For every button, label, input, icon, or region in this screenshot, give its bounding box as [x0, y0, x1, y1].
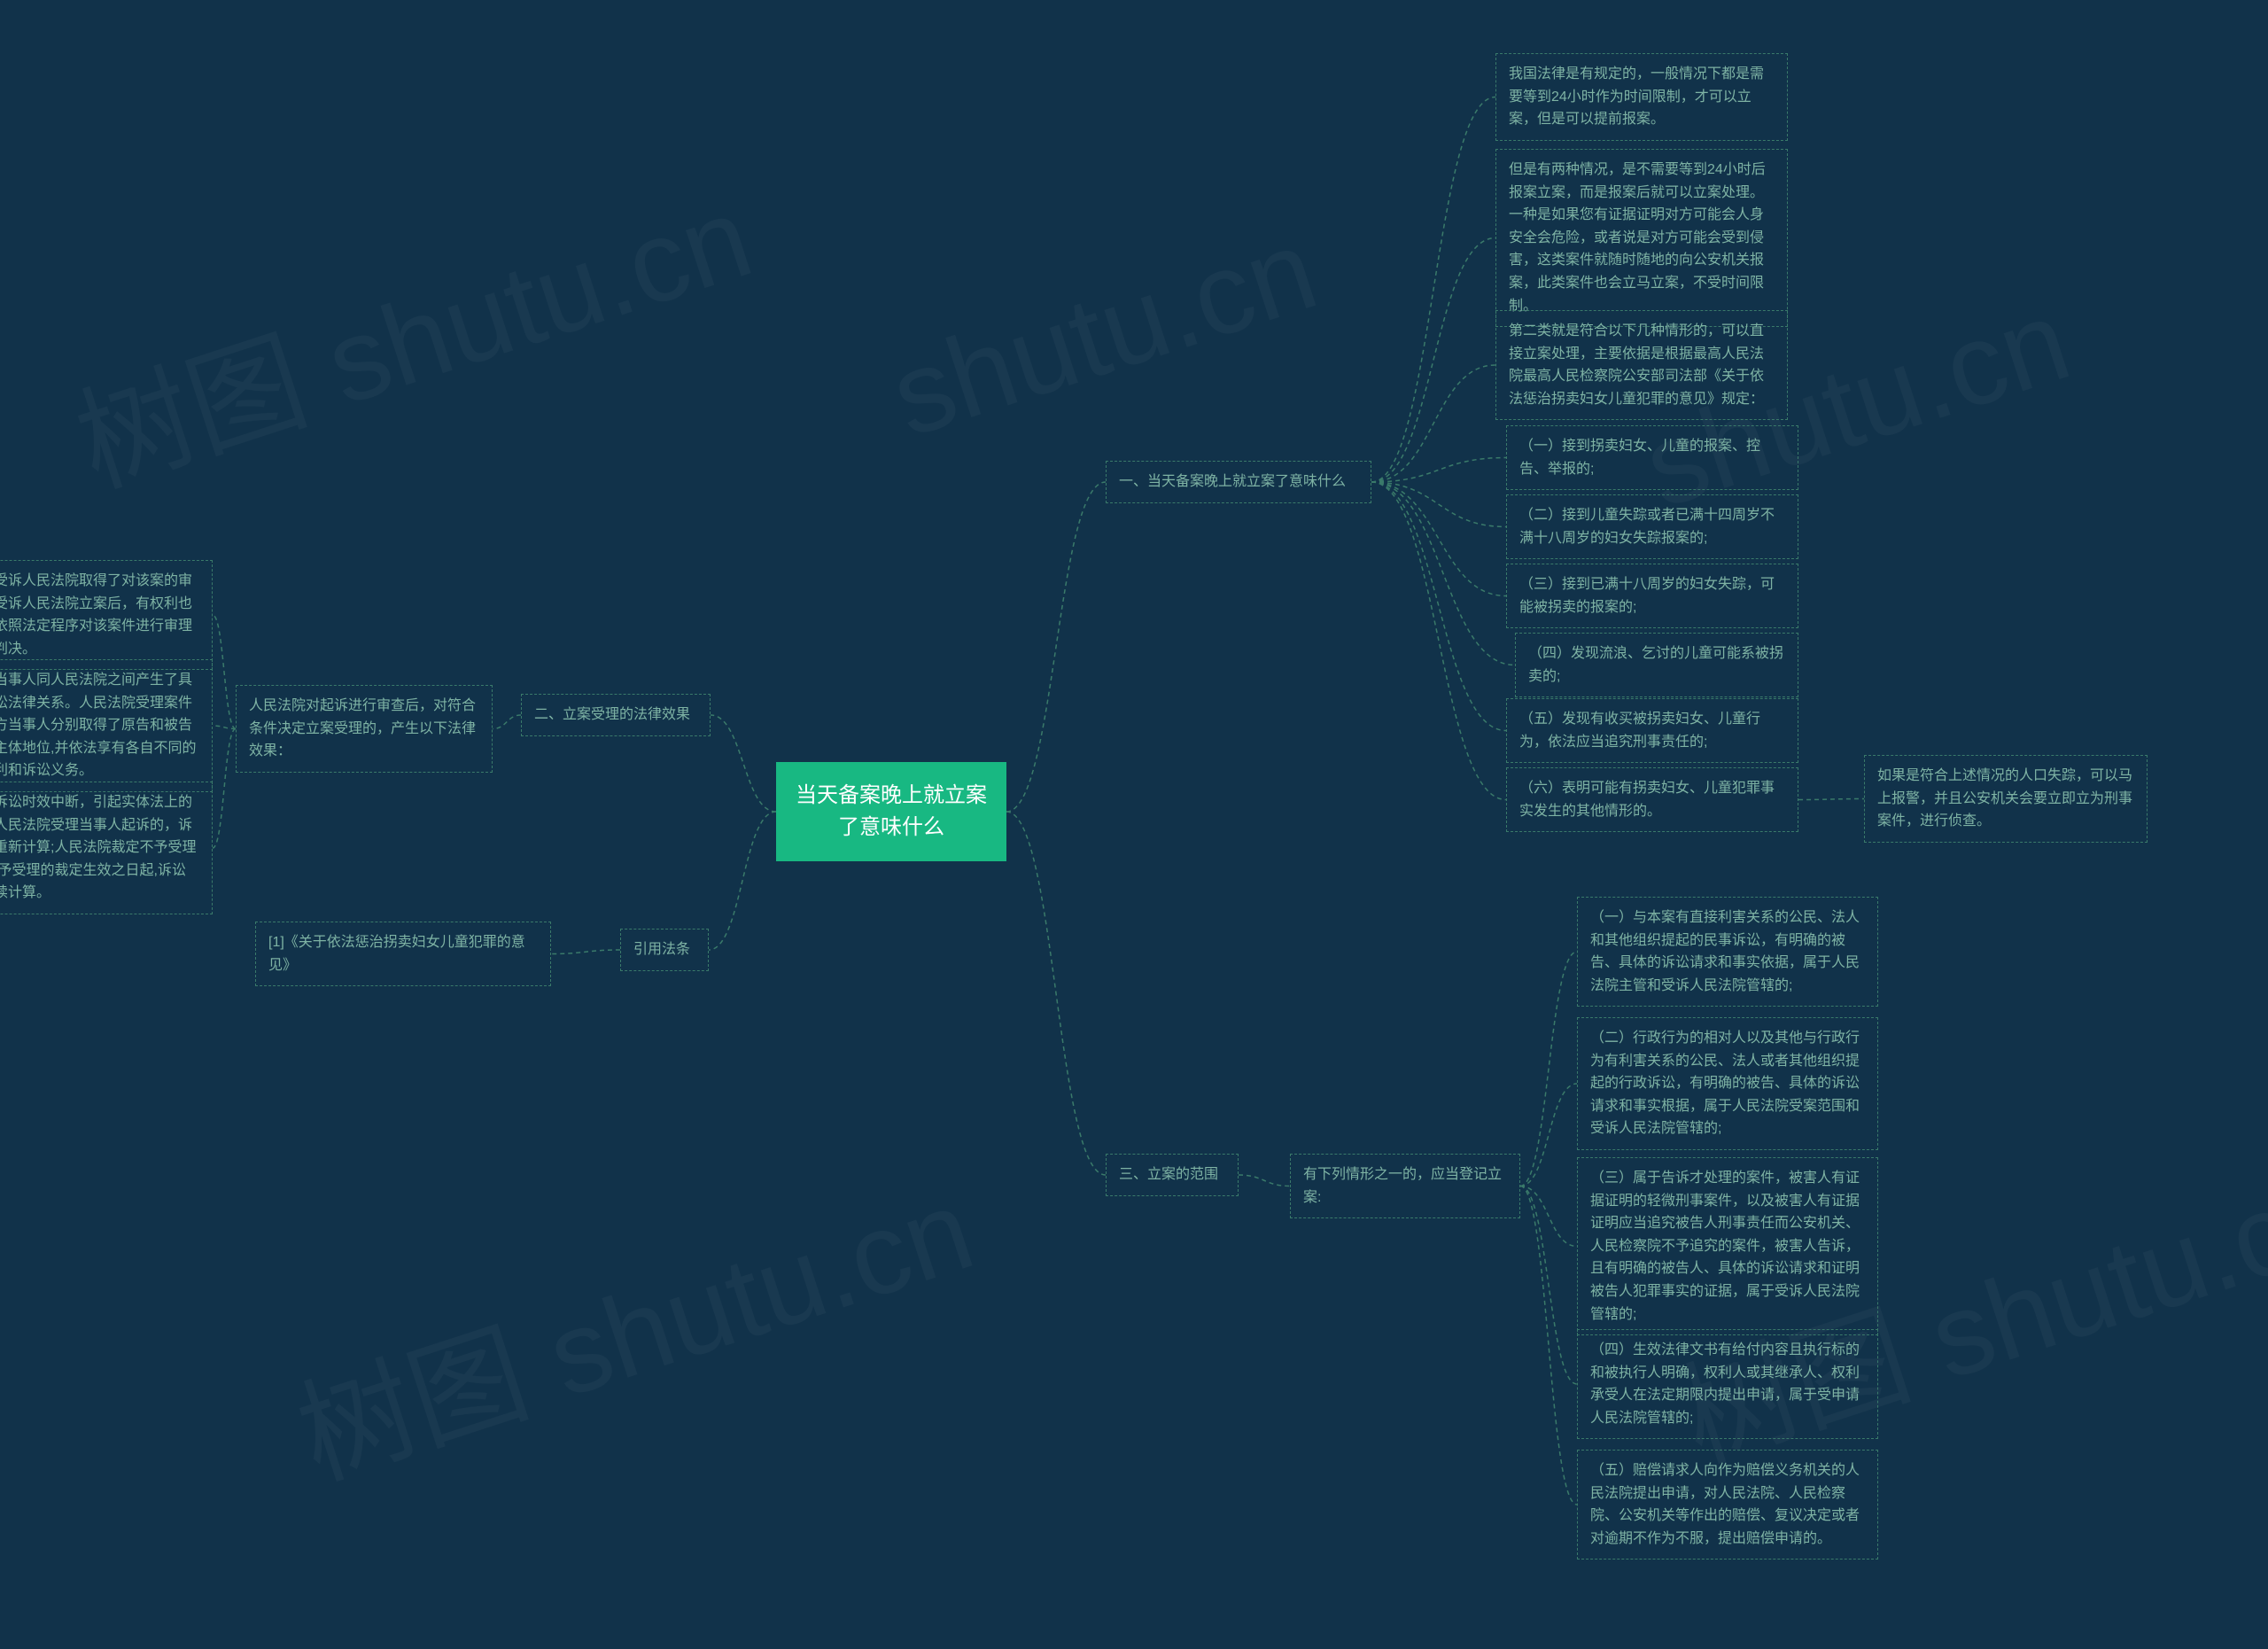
mindmap-node[interactable]: 人民法院对起诉进行审查后，对符合条件决定立案受理的，产生以下法律效果：	[236, 685, 493, 773]
connector	[711, 715, 776, 812]
connector	[1239, 1175, 1290, 1186]
connector	[1520, 1186, 1577, 1505]
mindmap-node[interactable]: （一）受诉人民法院取得了对该案的审判权。受诉人民法院立案后，有权利也有义务依照法…	[0, 560, 213, 670]
mindmap-node[interactable]: （五）赔偿请求人向作为赔偿义务机关的人民法院提出申请，对人民法院、人民检察院、公…	[1577, 1450, 1878, 1560]
connector	[1371, 458, 1506, 483]
mindmap-node[interactable]: （三）属于告诉才处理的案件，被害人有证据证明的轻微刑事案件，以及被害人有证据证明…	[1577, 1157, 1878, 1335]
watermark: 树图 shutu.cn	[275, 1137, 990, 1511]
connector	[1798, 799, 1864, 800]
connector	[1006, 482, 1106, 812]
connector	[1371, 97, 1495, 483]
connector	[1520, 952, 1577, 1186]
mindmap-node[interactable]: （五）发现有收买被拐卖妇女、儿童行为，依法应当追究刑事责任的;	[1506, 698, 1798, 763]
mindmap-node[interactable]: （一）与本案有直接利害关系的公民、法人和其他组织提起的民事诉讼，有明确的被告、具…	[1577, 897, 1878, 1007]
mindmap-node[interactable]: [1]《关于依法惩治拐卖妇女儿童犯罪的意见》	[255, 922, 551, 986]
mindmap-node[interactable]: （一）接到拐卖妇女、儿童的报案、控告、举报的;	[1506, 425, 1798, 490]
mindmap-node[interactable]: 一、当天备案晚上就立案了意味什么	[1106, 461, 1371, 503]
connector	[1520, 1186, 1577, 1385]
connector	[1006, 812, 1106, 1175]
mindmap-node[interactable]: （二）行政行为的相对人以及其他与行政行为有利害关系的公民、法人或者其他组织提起的…	[1577, 1017, 1878, 1150]
mindmap-node[interactable]: （二）接到儿童失踪或者已满十四周岁不满十八周岁的妇女失踪报案的;	[1506, 494, 1798, 559]
mindmap-node[interactable]: （四）发现流浪、乞讨的儿童可能系被拐卖的;	[1515, 633, 1798, 697]
mindmap-node[interactable]: 如果是符合上述情况的人口失踪，可以马上报警，并且公安机关会要立即立为刑事案件，进…	[1864, 755, 2148, 843]
mindmap-node[interactable]: （三）接到已满十八周岁的妇女失踪，可能被拐卖的报案的;	[1506, 564, 1798, 628]
mindmap-node[interactable]: （二）当事人同人民法院之间产生了具体的诉讼法律关系。人民法院受理案件后，双方当事…	[0, 659, 213, 792]
connector	[1371, 365, 1495, 482]
connector	[1371, 482, 1515, 665]
mindmap-node[interactable]: 但是有两种情况，是不需要等到24小时后报案立案，而是报案后就可以立案处理。一种是…	[1495, 149, 1788, 327]
mindmap-node[interactable]: 三、立案的范围	[1106, 1154, 1239, 1196]
connector	[213, 615, 236, 729]
connector	[493, 715, 521, 729]
connector	[1520, 1186, 1577, 1247]
watermark: shutu.cn	[876, 202, 1332, 463]
mindmap-node[interactable]: 二、立案受理的法律效果	[521, 694, 711, 736]
connector	[1371, 238, 1495, 483]
connector	[213, 726, 236, 729]
connector	[213, 729, 236, 849]
mindmap-node[interactable]: （三）诉讼时效中断，引起实体法上的效果。人民法院受理当事人起诉的，诉讼时效重新计…	[0, 782, 213, 914]
connector	[709, 812, 776, 950]
connector	[1371, 482, 1506, 800]
connector	[1371, 482, 1506, 731]
mindmap-node[interactable]: 有下列情形之一的，应当登记立案:	[1290, 1154, 1520, 1218]
mindmap-node[interactable]: 我国法律是有规定的，一般情况下都是需要等到24小时作为时间限制，才可以立案，但是…	[1495, 53, 1788, 141]
connector	[1371, 482, 1506, 596]
mindmap-node[interactable]: （六）表明可能有拐卖妇女、儿童犯罪事实发生的其他情形的。	[1506, 767, 1798, 832]
root-node[interactable]: 当天备案晚上就立案了意味什么	[776, 762, 1006, 861]
connector	[1520, 1084, 1577, 1186]
connector	[1371, 482, 1506, 527]
mindmap-node[interactable]: 第二类就是符合以下几种情形的，可以直接立案处理，主要依据是根据最高人民法院最高人…	[1495, 310, 1788, 420]
watermark: 树图 shutu.cn	[53, 144, 768, 518]
mindmap-node[interactable]: 引用法条	[620, 929, 709, 971]
connector	[551, 950, 620, 954]
mindmap-node[interactable]: （四）生效法律文书有给付内容且执行标的和被执行人明确，权利人或其继承人、权利承受…	[1577, 1329, 1878, 1439]
